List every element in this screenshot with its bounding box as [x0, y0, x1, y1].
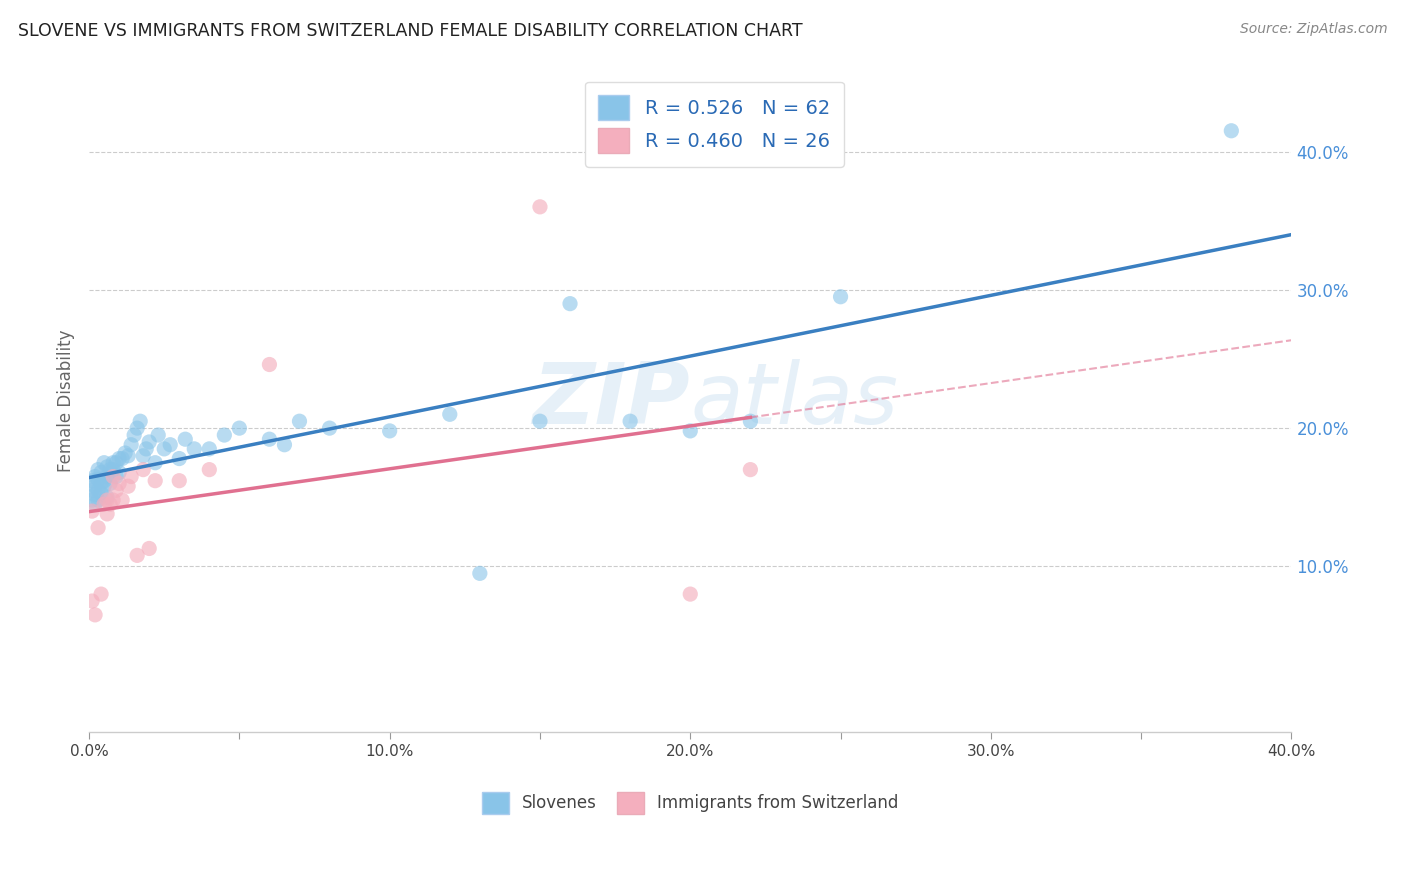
Point	[132, 462, 155, 476]
Point	[117, 479, 139, 493]
Point	[148, 428, 170, 442]
Legend: Slovenes, Immigrants from Switzerland: Slovenes, Immigrants from Switzerland	[474, 784, 907, 822]
Point	[101, 469, 124, 483]
Point	[84, 487, 107, 501]
Point	[111, 493, 134, 508]
Point	[167, 474, 190, 488]
Point	[135, 442, 157, 456]
Point	[90, 486, 112, 500]
Point	[127, 421, 149, 435]
Point	[87, 521, 110, 535]
Text: ZIP: ZIP	[533, 359, 690, 442]
Point	[93, 474, 115, 488]
Point	[108, 451, 131, 466]
Point	[105, 456, 128, 470]
Text: Source: ZipAtlas.com: Source: ZipAtlas.com	[1240, 22, 1388, 37]
Point	[167, 451, 190, 466]
Point	[153, 442, 176, 456]
Point	[198, 462, 221, 476]
Point	[87, 493, 110, 508]
Point	[318, 421, 340, 435]
Point	[1220, 124, 1243, 138]
Point	[132, 449, 155, 463]
Point	[143, 474, 166, 488]
Point	[273, 438, 295, 452]
Point	[529, 200, 551, 214]
Point	[114, 446, 136, 460]
Point	[174, 432, 197, 446]
Point	[108, 466, 131, 480]
Point	[143, 456, 166, 470]
Point	[619, 414, 641, 428]
Point	[80, 493, 103, 508]
Point	[80, 594, 103, 608]
Point	[93, 479, 115, 493]
Point	[679, 587, 702, 601]
Point	[108, 476, 131, 491]
Point	[740, 462, 762, 476]
Point	[87, 483, 110, 498]
Point	[214, 428, 236, 442]
Point	[93, 456, 115, 470]
Point	[117, 449, 139, 463]
Point	[101, 456, 124, 470]
Point	[183, 442, 205, 456]
Point	[378, 424, 401, 438]
Point	[96, 469, 118, 483]
Point	[87, 462, 110, 476]
Point	[468, 566, 491, 581]
Point	[558, 296, 581, 310]
Point	[740, 414, 762, 428]
Y-axis label: Female Disability: Female Disability	[58, 329, 75, 472]
Point	[439, 407, 461, 421]
Point	[105, 483, 128, 498]
Point	[105, 469, 128, 483]
Point	[84, 469, 107, 483]
Point	[159, 438, 181, 452]
Point	[87, 472, 110, 486]
Point	[529, 414, 551, 428]
Point	[96, 459, 118, 474]
Point	[138, 434, 160, 449]
Text: atlas: atlas	[690, 359, 898, 442]
Point	[90, 587, 112, 601]
Point	[93, 497, 115, 511]
Point	[288, 414, 311, 428]
Point	[90, 476, 112, 491]
Text: SLOVENE VS IMMIGRANTS FROM SWITZERLAND FEMALE DISABILITY CORRELATION CHART: SLOVENE VS IMMIGRANTS FROM SWITZERLAND F…	[18, 22, 803, 40]
Point	[228, 421, 250, 435]
Point	[127, 549, 149, 563]
Point	[120, 438, 142, 452]
Point	[198, 442, 221, 456]
Point	[84, 607, 107, 622]
Point	[101, 462, 124, 476]
Point	[96, 493, 118, 508]
Point	[98, 462, 121, 476]
Point	[98, 476, 121, 491]
Point	[679, 424, 702, 438]
Point	[122, 428, 145, 442]
Point	[111, 451, 134, 466]
Point	[96, 490, 118, 504]
Point	[80, 504, 103, 518]
Point	[259, 432, 281, 446]
Point	[830, 290, 852, 304]
Point	[138, 541, 160, 556]
Point	[80, 474, 103, 488]
Point	[129, 414, 152, 428]
Point	[84, 479, 107, 493]
Point	[98, 497, 121, 511]
Point	[90, 466, 112, 480]
Point	[259, 358, 281, 372]
Point	[120, 469, 142, 483]
Point	[101, 493, 124, 508]
Point	[84, 497, 107, 511]
Point	[80, 483, 103, 498]
Point	[96, 507, 118, 521]
